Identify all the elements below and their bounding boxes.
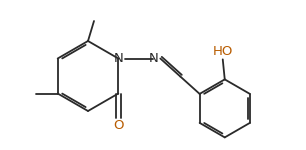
Text: HO: HO <box>213 45 233 58</box>
Text: N: N <box>114 52 123 65</box>
Text: N: N <box>148 52 158 65</box>
Text: O: O <box>113 119 124 132</box>
